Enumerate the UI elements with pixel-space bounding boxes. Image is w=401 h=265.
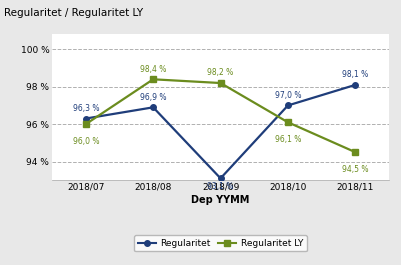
Text: 97,0 %: 97,0 % xyxy=(275,91,301,100)
Text: Regularitet / Regularitet LY: Regularitet / Regularitet LY xyxy=(4,8,143,18)
Text: 98,1 %: 98,1 % xyxy=(342,70,369,79)
Text: 98,2 %: 98,2 % xyxy=(207,68,234,77)
Legend: Regularitet, Regularitet LY: Regularitet, Regularitet LY xyxy=(134,235,307,251)
Text: 96,3 %: 96,3 % xyxy=(73,104,99,113)
Text: 96,0 %: 96,0 % xyxy=(73,137,99,146)
X-axis label: Dep YYMM: Dep YYMM xyxy=(191,195,250,205)
Text: 94,5 %: 94,5 % xyxy=(342,165,369,174)
Text: 96,1 %: 96,1 % xyxy=(275,135,301,144)
Text: 98,4 %: 98,4 % xyxy=(140,65,166,74)
Text: 93,1 %: 93,1 % xyxy=(207,182,234,191)
Text: 96,9 %: 96,9 % xyxy=(140,93,166,102)
